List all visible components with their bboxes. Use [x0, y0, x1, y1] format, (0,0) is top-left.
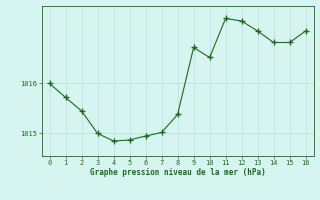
X-axis label: Graphe pression niveau de la mer (hPa): Graphe pression niveau de la mer (hPa) — [90, 168, 266, 177]
